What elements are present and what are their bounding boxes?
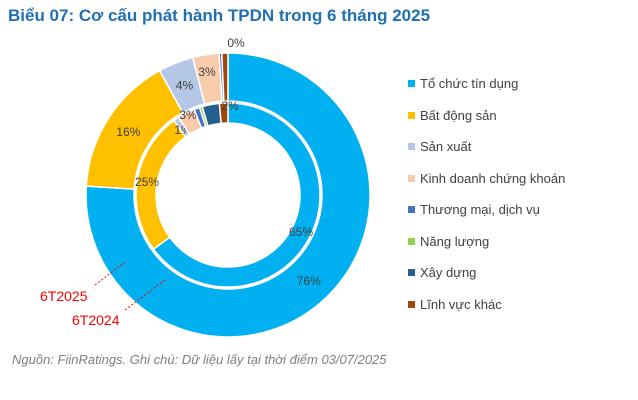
data-label-outer-0: 76% [297,274,321,288]
slice-outer-7 [220,52,229,102]
data-label-inner-0: 65% [289,225,313,239]
legend-label: Bất động sản [420,107,497,123]
legend-swatch [408,300,415,308]
chart-title: Biểu 07: Cơ cấu phát hành TPDN trong 6 t… [8,6,431,25]
legend-label: Năng lượng [420,233,490,249]
annotation-leader-line [124,279,166,311]
legend-label: Sản xuất [420,139,472,154]
legend-item: Bất động sản [408,108,497,123]
legend-label: Lĩnh vực khác [420,296,502,312]
slice-inner-0 [152,102,321,288]
legend-swatch [408,206,415,213]
source-note: Nguồn: FiinRatings. Ghi chú: Dữ liệu lấy… [12,352,387,367]
legend-item: Kinh doanh chứng khoán [408,171,565,186]
legend-swatch [408,111,415,119]
legend-item: Thương mại, dịch vụ [408,202,540,217]
legend-item: Năng lượng [408,234,489,249]
data-label-outer-3: 3% [198,65,216,79]
slice-outer-0 [85,52,371,338]
legend-item: Tổ chức tín dụng [408,76,518,91]
data-label-inner-7: 2% [221,99,239,113]
slice-inner-7 [218,102,229,125]
legend-swatch [408,174,415,182]
legend-item: Xây dựng [408,265,476,280]
data-label-outer-2: 4% [176,78,194,92]
data-label-outer-1: 16% [116,125,140,139]
legend-swatch [408,237,415,245]
label-outer-series: 6T2024 [72,312,120,328]
legend-swatch [408,269,415,276]
legend-label: Thương mại, dịch vụ [420,202,540,217]
legend-item: Sản xuất [408,139,471,154]
data-label-inner-3: 3% [179,108,197,122]
data-label-outer-4: 0% [227,36,245,50]
legend-swatch [408,143,415,150]
data-label-inner-1: 25% [135,175,159,189]
legend-swatch [408,80,415,87]
legend-item: Lĩnh vực khác [408,297,502,312]
legend-label: Kinh doanh chứng khoán [420,170,566,186]
legend-label: Tổ chức tín dụng [420,76,519,91]
legend-label: Xây dựng [420,265,477,280]
label-inner-series: 6T2025 [40,288,88,304]
